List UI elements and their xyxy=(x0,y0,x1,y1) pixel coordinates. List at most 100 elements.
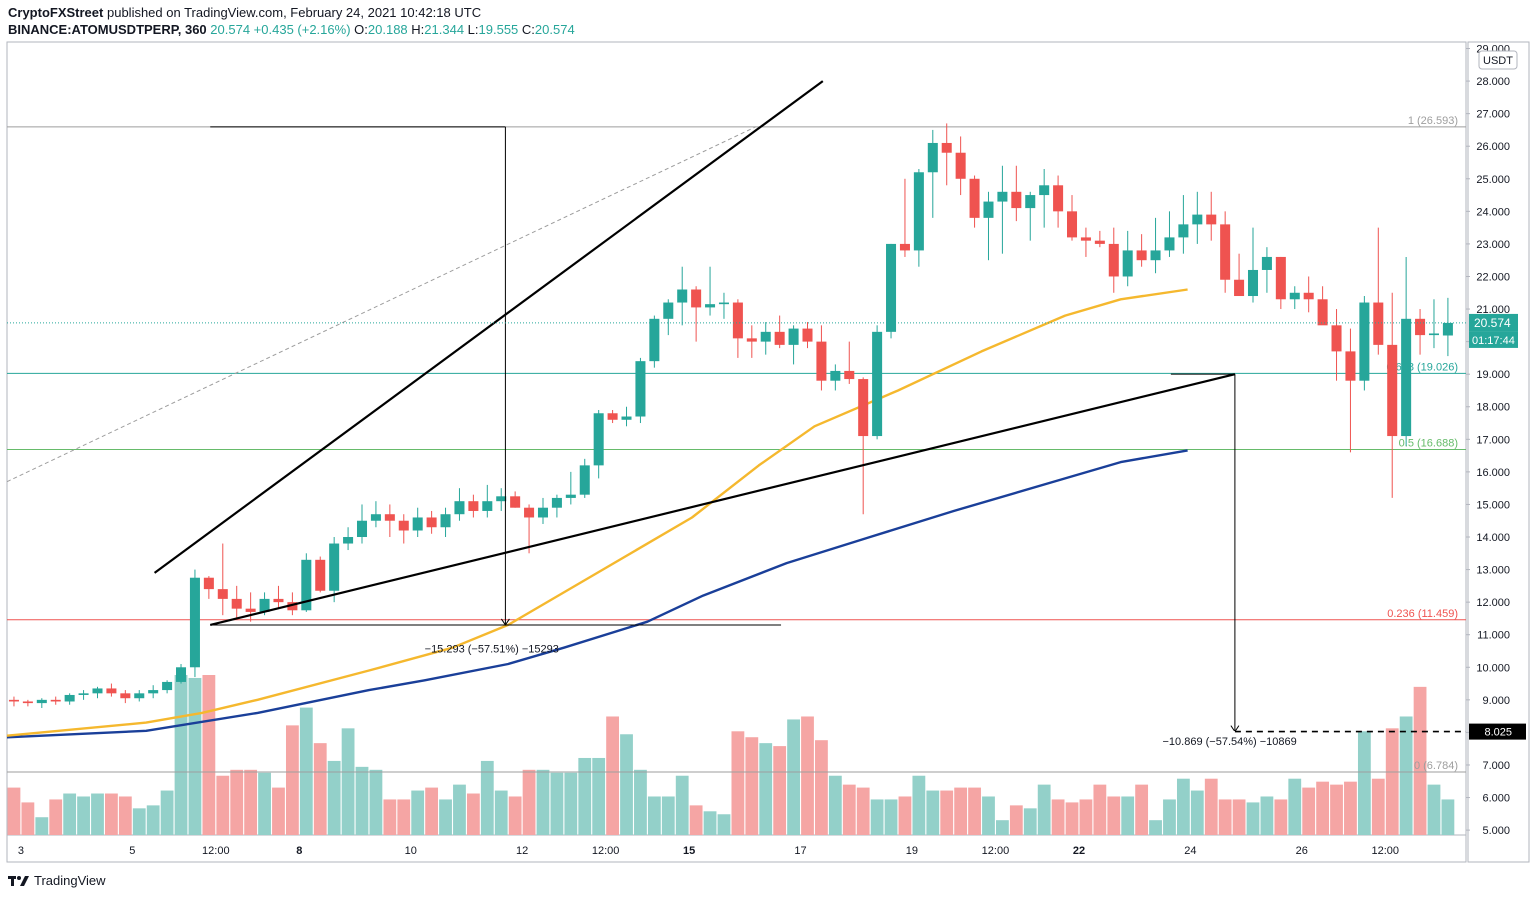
volume-bar xyxy=(1330,784,1343,835)
last-value: 20.574 xyxy=(210,22,251,37)
candle-body xyxy=(1122,250,1133,277)
publish-text: published on TradingView.com, February 2… xyxy=(106,5,482,20)
time-tick-label: 15 xyxy=(683,845,695,857)
volume-bar xyxy=(1441,799,1455,835)
candle-body xyxy=(176,667,187,682)
fib-level-label: 0 (6.784) xyxy=(1414,760,1458,772)
candle-body xyxy=(134,693,145,699)
volume-bar xyxy=(244,769,258,835)
volume-bar xyxy=(828,775,842,835)
fib-level-label: 1 (26.593) xyxy=(1408,115,1458,127)
volume-bar xyxy=(494,790,508,835)
candle-body xyxy=(1150,250,1161,261)
volume-bar xyxy=(285,725,299,835)
brand-name: TradingView xyxy=(34,873,106,888)
volume-bar xyxy=(1176,778,1190,835)
time-tick-label: 17 xyxy=(794,845,806,857)
last-price-badge xyxy=(1469,313,1518,332)
price-tick-label: 6.000 xyxy=(1482,793,1510,805)
low-value: 19.555 xyxy=(478,22,519,37)
price-tick-label: 11.000 xyxy=(1477,630,1510,642)
target-price-label: 8.025 xyxy=(1484,727,1512,739)
volume-bar xyxy=(647,796,661,835)
price-tick-label: 16.000 xyxy=(1476,467,1510,479)
currency-label: USDT xyxy=(1483,55,1513,67)
candle-body xyxy=(315,559,326,591)
candle-body xyxy=(482,501,493,511)
candle-body xyxy=(1247,269,1259,297)
candle-body xyxy=(1094,240,1105,244)
volume-bar xyxy=(578,757,592,835)
volume-bar xyxy=(63,793,77,835)
low-label: L: xyxy=(467,22,479,37)
candle-body xyxy=(1261,256,1272,270)
candle-body xyxy=(1039,185,1050,196)
candle-body xyxy=(1220,224,1231,280)
price-tick-label: 17.000 xyxy=(1476,434,1510,446)
volume-bar xyxy=(689,805,703,835)
measure-1-label: −15.293 (−57.51%) −15293 xyxy=(425,644,559,656)
publish-line: CryptoFXStreet published on TradingView.… xyxy=(8,5,481,20)
volume-bar xyxy=(1246,802,1260,835)
currency-badge: USDT xyxy=(1478,50,1518,70)
volume-bar xyxy=(717,814,731,835)
volume-bar xyxy=(1190,790,1204,835)
candle-body xyxy=(997,191,1008,202)
volume-bar xyxy=(898,796,912,835)
open-label: O: xyxy=(354,22,368,37)
candle-body xyxy=(565,494,576,498)
candle-body xyxy=(1401,318,1412,437)
volume-bar xyxy=(411,790,425,835)
volume-bar xyxy=(661,796,675,835)
candle-body xyxy=(1289,292,1300,300)
volume-bar xyxy=(1385,728,1399,835)
time-tick-label: 8 xyxy=(296,845,302,857)
candle-body xyxy=(231,598,242,609)
candle-body xyxy=(621,416,632,420)
publisher-name[interactable]: CryptoFXStreet xyxy=(8,5,104,20)
volume-bar xyxy=(815,740,828,835)
candle-body xyxy=(384,514,395,521)
volume-bar xyxy=(1093,784,1107,835)
candle-body xyxy=(1192,214,1203,225)
candle-body xyxy=(120,693,131,699)
volume-bar xyxy=(675,775,689,835)
candle-body xyxy=(259,598,270,612)
time-tick-label: 22 xyxy=(1073,845,1085,857)
candle-body xyxy=(1108,243,1119,277)
candle-body xyxy=(844,370,855,380)
volume-bar xyxy=(1413,686,1427,835)
volume-bar xyxy=(480,760,494,835)
candle-body xyxy=(1331,325,1342,352)
price-tick-label: 23.000 xyxy=(1476,239,1510,251)
volume-bar xyxy=(299,707,313,835)
candle-body xyxy=(8,699,19,702)
volume-bar xyxy=(1288,778,1302,835)
time-tick-label: 12:00 xyxy=(1371,845,1399,857)
volume-bar xyxy=(940,790,954,835)
price-tick-label: 19.000 xyxy=(1476,369,1510,381)
volume-bar xyxy=(982,796,995,835)
volume-bar xyxy=(592,757,606,835)
candle-body xyxy=(454,501,465,515)
trend-line xyxy=(153,80,824,574)
volume-bar xyxy=(759,743,773,835)
volume-bar xyxy=(202,675,216,835)
volume-bar xyxy=(1037,784,1051,835)
volume-bar xyxy=(49,799,63,835)
candle-body xyxy=(579,465,590,495)
tradingview-brand[interactable]: TradingView xyxy=(8,873,106,888)
candle-body xyxy=(440,514,451,528)
candle-body xyxy=(1206,214,1217,225)
price-tick-label: 18.000 xyxy=(1476,402,1510,414)
volume-bar xyxy=(91,793,104,835)
candle-body xyxy=(913,172,924,251)
candle-body xyxy=(496,496,507,502)
candle-body xyxy=(802,328,813,342)
volume-bar xyxy=(77,796,90,835)
candle-body xyxy=(1387,344,1398,437)
trend-line xyxy=(209,373,1236,627)
volume-bar xyxy=(355,766,369,835)
volume-bar xyxy=(522,769,536,835)
